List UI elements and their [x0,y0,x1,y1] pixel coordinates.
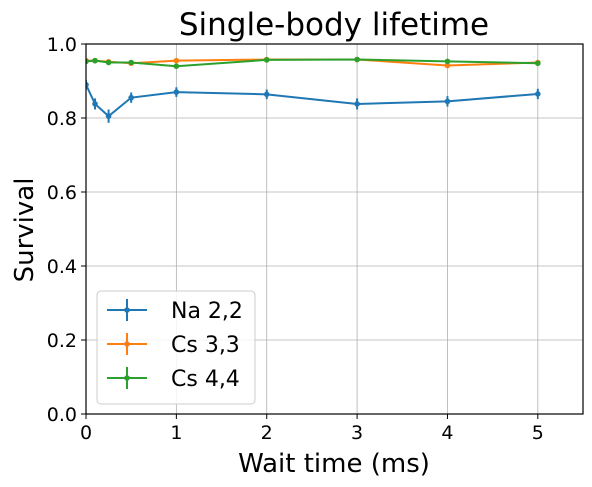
x-tick-label: 4 [441,422,453,444]
data-point [86,58,89,65]
y-axis-label: Survival [10,178,40,283]
legend: Na 2,2 Cs 3,3 Cs 4,4 [96,290,256,405]
x-tick-label: 0 [80,422,92,444]
legend-box [96,290,256,405]
y-tick-label: 0.8 [47,108,77,130]
y-tick-label: 0.2 [47,330,77,352]
y-tick-label: 1.0 [47,34,77,56]
data-point [354,101,360,107]
legend-entry: Na 2,2 [107,299,243,324]
data-point [105,59,112,66]
data-point [173,57,180,64]
data-point [173,63,180,69]
legend-marker [124,307,130,313]
data-point [444,98,451,105]
legend-entry: Cs 4,4 [107,367,240,392]
series-2 [86,56,541,69]
legend-marker [124,341,130,347]
x-axis-label: Wait time (ms) [238,449,430,479]
legend-label: Cs 4,4 [171,367,240,392]
data-point [86,81,89,88]
data-point [105,113,112,119]
data-point [263,91,270,98]
legend-label: Cs 3,3 [171,333,240,358]
data-point [263,57,270,63]
chart-title: Single-body lifetime [179,7,489,43]
ticks: 0 1 2 3 4 5 0.0 0.2 0.4 0.6 0.8 1.0 [47,34,544,444]
series-line [86,84,538,118]
data-point [173,89,180,95]
data-point [92,57,98,64]
data-point [444,62,451,69]
data-point [128,94,134,101]
legend-entry: Cs 3,3 [107,333,240,358]
data-point [354,56,360,63]
x-tick-label: 5 [532,422,544,444]
plot-frame [85,43,584,415]
data-point [92,101,98,107]
legend-marker [124,375,130,381]
data-point [535,91,541,97]
data-point [535,60,541,67]
data-point [444,58,451,65]
y-tick-label: 0.6 [47,182,77,204]
series-0 [86,80,541,123]
series-layer [86,56,541,123]
y-tick-label: 0.0 [47,404,77,426]
data-point [128,59,134,66]
x-tick-label: 3 [351,422,363,444]
x-tick-label: 2 [261,422,273,444]
legend-label: Na 2,2 [171,299,243,324]
y-tick-label: 0.4 [47,256,77,278]
x-tick-label: 1 [170,422,182,444]
